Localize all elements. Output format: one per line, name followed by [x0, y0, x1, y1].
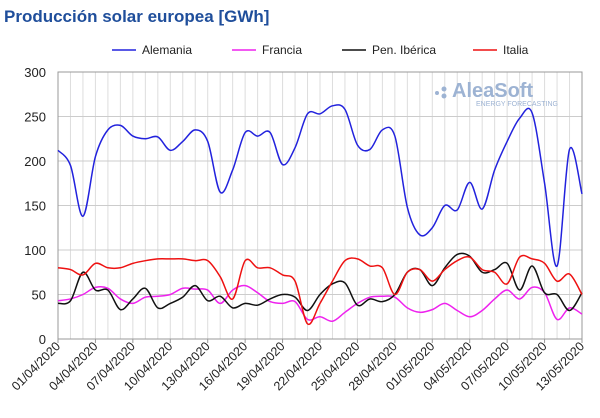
logo-dot [435, 91, 439, 95]
logo: AleaSoft ENERGY FORECASTING [435, 80, 558, 108]
legend-label: Pen. Ibérica [372, 43, 436, 57]
series-line [57, 104, 583, 267]
legend-label: Francia [262, 43, 302, 57]
logo-dot [441, 93, 447, 99]
logo-tagline: ENERGY FORECASTING [476, 101, 558, 108]
y-tick-label: 300 [24, 65, 46, 80]
logo-dot [441, 86, 447, 92]
y-tick-label: 0 [39, 332, 46, 347]
logo-name: AleaSoft [452, 80, 533, 102]
series-line [57, 254, 583, 326]
y-tick-label: 250 [24, 110, 46, 125]
y-tick-label: 100 [24, 243, 46, 258]
y-tick-label: 200 [24, 154, 46, 169]
legend-label: Alemania [142, 43, 192, 57]
series-line [57, 284, 583, 322]
y-tick-label: 150 [24, 199, 46, 214]
series-line [57, 252, 583, 312]
legend-label: Italia [503, 43, 529, 57]
y-tick-label: 50 [32, 288, 46, 303]
chart-title: Producción solar europea [GWh] [4, 7, 269, 26]
